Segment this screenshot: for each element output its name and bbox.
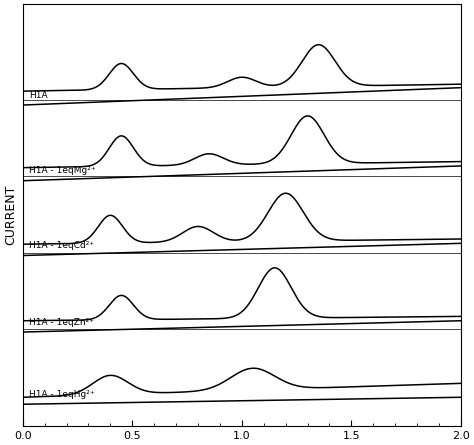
- Text: H1A - 1eqHg²⁺: H1A - 1eqHg²⁺: [29, 390, 95, 399]
- Y-axis label: CURRENT: CURRENT: [4, 185, 17, 245]
- Text: H1A - 1eqMg²⁺: H1A - 1eqMg²⁺: [29, 166, 96, 175]
- Text: H1A - 1eqCd²⁺: H1A - 1eqCd²⁺: [29, 241, 94, 250]
- Text: H1A: H1A: [29, 91, 48, 100]
- Text: H1A - 1eqZn²⁺: H1A - 1eqZn²⁺: [29, 318, 94, 327]
